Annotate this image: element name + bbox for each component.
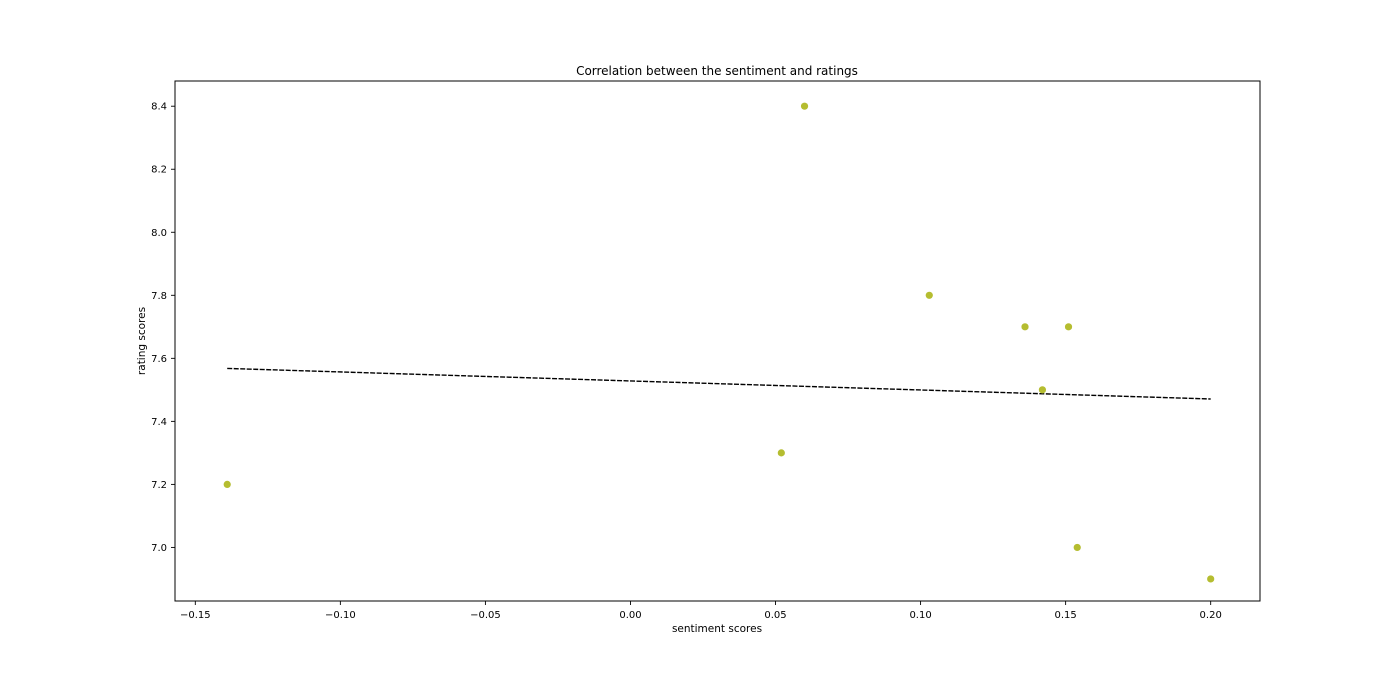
chart-title: Correlation between the sentiment and ra… <box>576 64 858 78</box>
x-tick-label: 0.15 <box>1054 610 1076 621</box>
data-point-5 <box>1021 323 1029 331</box>
data-point-2 <box>777 449 785 457</box>
x-tick-label: 0.00 <box>619 610 641 621</box>
x-axis-label: sentiment scores <box>672 623 762 635</box>
data-points-layer <box>223 102 1215 583</box>
y-tick-label: 8.0 <box>151 228 167 239</box>
y-tick-label: 8.4 <box>151 102 167 113</box>
x-tick-label: 0.20 <box>1200 610 1222 621</box>
y-tick-label: 7.2 <box>151 480 167 491</box>
plot-frame <box>174 80 1261 602</box>
y-tick-label: 7.6 <box>151 354 167 365</box>
data-point-7 <box>1064 323 1073 331</box>
y-tick-label: 7.4 <box>151 417 167 428</box>
x-axis-ticks: −0.15 −0.10 −0.05 0.00 0.05 0.10 0.15 0.20 <box>180 601 1222 621</box>
data-point-8 <box>1073 543 1081 552</box>
trend-line <box>227 367 1211 400</box>
y-tick-label: 8.2 <box>151 165 167 176</box>
y-axis-label: rating scores <box>136 307 148 375</box>
y-tick-label: 7.8 <box>151 291 167 302</box>
data-point-3 <box>800 102 809 110</box>
x-tick-label: −0.15 <box>180 610 211 621</box>
x-tick-label: −0.10 <box>325 610 356 621</box>
y-tick-label: 7.0 <box>151 543 167 554</box>
data-point-9 <box>1207 575 1215 583</box>
trend-line-layer <box>227 367 1211 400</box>
x-tick-label: 0.10 <box>909 610 931 621</box>
y-axis-ticks: 7.0 7.2 7.4 7.6 7.8 8.0 8.2 8.4 <box>151 102 175 554</box>
data-point-1 <box>223 480 231 488</box>
plot-background <box>175 81 1260 601</box>
data-point-4 <box>925 291 933 299</box>
x-tick-label: −0.05 <box>470 610 501 621</box>
x-tick-label: 0.05 <box>764 610 786 621</box>
data-point-6 <box>1038 386 1047 394</box>
